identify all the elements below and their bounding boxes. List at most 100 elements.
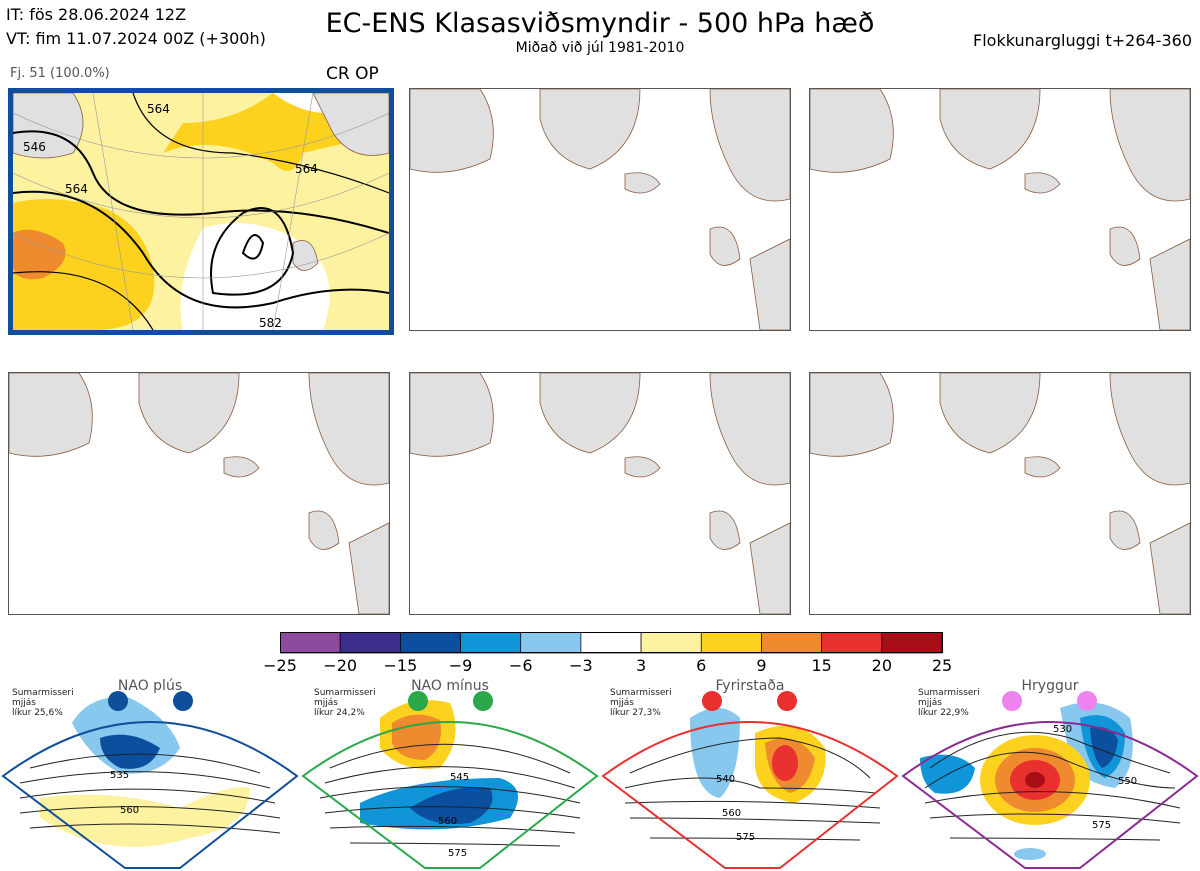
note-months: mjjás — [610, 698, 634, 708]
regime-note: Sumarmisseri mjjás líkur 25,6% — [12, 688, 74, 718]
land-north-america — [810, 373, 894, 457]
colorbar-tick-label: 15 — [811, 656, 832, 675]
land-iceland — [1024, 172, 1061, 194]
contour-564 — [13, 190, 389, 309]
regime-marker — [1077, 691, 1097, 711]
colorbar-cell — [761, 632, 822, 654]
regime-frame — [901, 721, 1199, 869]
colorbar-tick-label: −25 — [263, 656, 297, 675]
land-europe — [749, 238, 790, 330]
longitude-line-1 — [92, 93, 134, 330]
regime-title: Hryggur — [1021, 678, 1079, 694]
regime-title: Fyrirstaða — [715, 678, 785, 694]
colorbar-cell — [881, 632, 943, 654]
note-months: mjjás — [314, 698, 338, 708]
regime-blocking: Fyrirstaða Sumarmisseri mjjás líkur 27,3… — [600, 678, 900, 871]
note-probability: líkur 24,2% — [314, 708, 365, 718]
regime-map: 540 560 575 — [601, 691, 899, 869]
latitude-line-3 — [13, 232, 389, 279]
latitude-line-1 — [13, 112, 389, 159]
land-scandinavia — [709, 89, 790, 202]
note-season: Sumarmisseri — [314, 688, 376, 698]
regime-nao-plus: NAO plús Sumarmisseri mjjás líkur 25,6% … — [0, 678, 300, 871]
land-greenland — [539, 373, 641, 454]
land-scandinavia — [709, 373, 790, 486]
land-scandinavia — [312, 93, 389, 156]
contour — [19, 771, 271, 789]
contour-label: 560 — [722, 808, 741, 819]
regime-title: NAO mínus — [411, 678, 489, 694]
contour — [924, 751, 1176, 789]
land-iceland — [223, 456, 260, 478]
contour — [929, 813, 1181, 824]
colorbar-frame — [280, 632, 943, 653]
land-north-america — [410, 89, 494, 173]
cluster-map-svg: 546 564 564 564 582 — [13, 93, 389, 330]
land-greenland — [939, 89, 1041, 170]
colorbar-cell — [821, 632, 883, 654]
positive-anomaly-core — [1025, 772, 1045, 788]
contour — [924, 791, 1181, 809]
anomaly-patch-south — [13, 199, 155, 330]
colorbar-cell — [280, 632, 341, 654]
negative-anomaly-south — [1014, 848, 1046, 860]
regime-marker — [473, 691, 493, 711]
land-europe — [1149, 522, 1190, 614]
regime-note: Sumarmisseri mjjás líkur 24,2% — [314, 688, 376, 718]
map-svg — [410, 373, 790, 614]
colorbar-tick-label: 9 — [756, 656, 767, 675]
map-svg — [810, 89, 1190, 330]
contour-label: 535 — [110, 770, 129, 781]
contour-label: 564 — [295, 162, 318, 176]
land-scandinavia — [1109, 373, 1190, 486]
land-britain — [1109, 510, 1141, 550]
contour-thin-2 — [132, 93, 389, 194]
regime-frame — [601, 721, 899, 869]
note-season: Sumarmisseri — [610, 688, 672, 698]
contour-label: 546 — [23, 140, 46, 154]
regime-marker — [408, 691, 428, 711]
negative-anomaly-core — [100, 734, 160, 769]
contour — [329, 825, 576, 834]
colorbar-tick-label: 25 — [931, 656, 953, 675]
colorbar-tick-label: −3 — [569, 656, 593, 675]
contour-label: 550 — [1118, 776, 1137, 787]
contour-label: 575 — [1092, 820, 1111, 831]
colorbar-tick-label: 3 — [635, 656, 647, 675]
regime-marker — [173, 691, 193, 711]
contour-label: 564 — [65, 182, 88, 196]
colorbar-tick-label: −20 — [323, 656, 358, 675]
land-iceland — [1024, 456, 1061, 478]
land-scandinavia — [308, 373, 389, 486]
contour — [19, 788, 276, 804]
note-months: mjjás — [918, 698, 942, 708]
colorbar-cell — [339, 632, 401, 654]
regime-map: 545 560 575 — [301, 691, 599, 869]
map-svg — [410, 89, 790, 330]
regime-marker — [777, 691, 797, 711]
positive-anomaly — [40, 787, 250, 847]
land-britain — [1109, 226, 1141, 266]
contour-label: 575 — [736, 832, 755, 843]
members-label: Fj. 51 (100.0%) — [10, 66, 110, 81]
land-greenland — [939, 373, 1041, 454]
contour-closed — [210, 207, 295, 296]
colorbar-tick-label: 6 — [696, 656, 707, 675]
land-britain — [709, 226, 741, 266]
contour — [324, 766, 576, 789]
issue-time: IT: fös 28.06.2024 12Z — [6, 5, 187, 24]
regime-map: 530 550 575 — [901, 691, 1199, 869]
contour — [329, 743, 571, 774]
land-britain — [308, 510, 340, 550]
contour — [29, 753, 261, 774]
window-label: Flokkunargluggi t+264-360 — [973, 31, 1192, 50]
note-probability: líkur 22,9% — [918, 708, 969, 718]
contour — [649, 837, 861, 841]
contour-label: 530 — [1053, 724, 1072, 735]
contour-label: 560 — [120, 805, 139, 816]
valid-time: VT: fim 11.07.2024 00Z (+300h) — [6, 29, 266, 48]
land-greenland — [138, 373, 240, 454]
land-greenland — [13, 93, 84, 159]
regime-marker — [1002, 691, 1022, 711]
note-season: Sumarmisseri — [12, 688, 74, 698]
